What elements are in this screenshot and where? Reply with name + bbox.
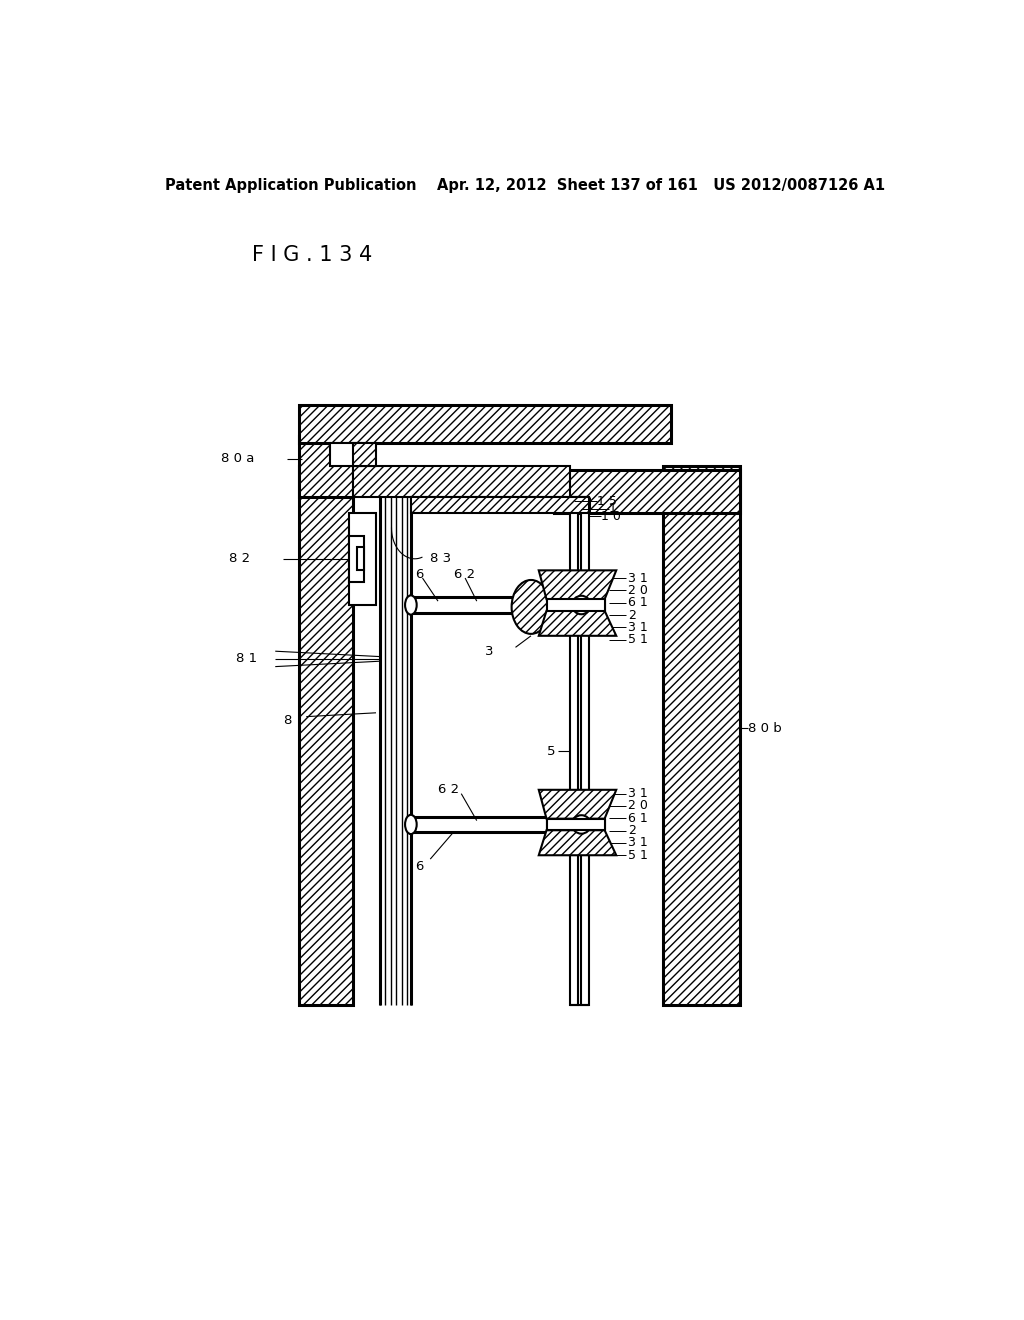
Bar: [411, 597, 569, 612]
Bar: [352, 466, 569, 498]
Bar: [330, 444, 360, 466]
Bar: [349, 536, 365, 582]
Text: 8 1: 8 1: [237, 652, 258, 665]
Text: 2 0: 2 0: [628, 583, 648, 597]
Text: F I G . 1 3 4: F I G . 1 3 4: [252, 244, 373, 264]
Bar: [569, 498, 578, 1006]
Text: 8 3: 8 3: [430, 552, 452, 565]
Text: 3: 3: [484, 644, 493, 657]
Text: 5: 5: [547, 744, 555, 758]
Text: 1 5: 1 5: [597, 495, 616, 508]
Text: 6 2: 6 2: [438, 783, 459, 796]
Bar: [663, 466, 740, 1006]
Text: Patent Application Publication    Apr. 12, 2012  Sheet 137 of 161   US 2012/0087: Patent Application Publication Apr. 12, …: [165, 178, 885, 193]
Text: 5 1: 5 1: [628, 634, 648, 647]
Text: 6 1: 6 1: [628, 597, 647, 610]
Text: 3 1: 3 1: [628, 787, 647, 800]
Polygon shape: [539, 789, 616, 818]
Text: 2: 2: [628, 824, 636, 837]
Text: 6 1: 6 1: [628, 812, 647, 825]
Text: 1: 1: [608, 502, 616, 515]
Bar: [356, 548, 365, 570]
Circle shape: [572, 816, 591, 834]
Text: 2: 2: [628, 609, 636, 622]
Text: 3 1: 3 1: [628, 620, 647, 634]
Polygon shape: [539, 830, 616, 855]
Text: 5 1: 5 1: [628, 849, 648, 862]
Text: 8 2: 8 2: [228, 552, 250, 565]
Text: 6: 6: [415, 861, 423, 874]
Text: 3 1: 3 1: [628, 572, 647, 585]
Bar: [352, 444, 376, 466]
Text: 8: 8: [283, 714, 292, 727]
Ellipse shape: [406, 814, 417, 834]
Bar: [547, 599, 604, 611]
Ellipse shape: [406, 595, 417, 615]
Bar: [349, 512, 376, 605]
Bar: [547, 818, 604, 830]
Circle shape: [572, 595, 591, 614]
Text: 1 0: 1 0: [601, 510, 621, 523]
Polygon shape: [539, 570, 616, 599]
Text: 8 0 b: 8 0 b: [748, 722, 781, 735]
Bar: [299, 466, 352, 1006]
Text: 6: 6: [415, 568, 423, 581]
Bar: [299, 405, 671, 444]
Bar: [299, 436, 352, 498]
Bar: [582, 498, 589, 1006]
Polygon shape: [539, 611, 616, 636]
Bar: [411, 817, 569, 832]
Text: 2 0: 2 0: [628, 800, 648, 813]
Text: 3 1: 3 1: [628, 837, 647, 850]
Ellipse shape: [512, 579, 550, 634]
Text: 8 0 a: 8 0 a: [221, 453, 254, 465]
Bar: [554, 470, 740, 512]
Text: 6 2: 6 2: [454, 568, 475, 581]
Bar: [411, 498, 589, 512]
